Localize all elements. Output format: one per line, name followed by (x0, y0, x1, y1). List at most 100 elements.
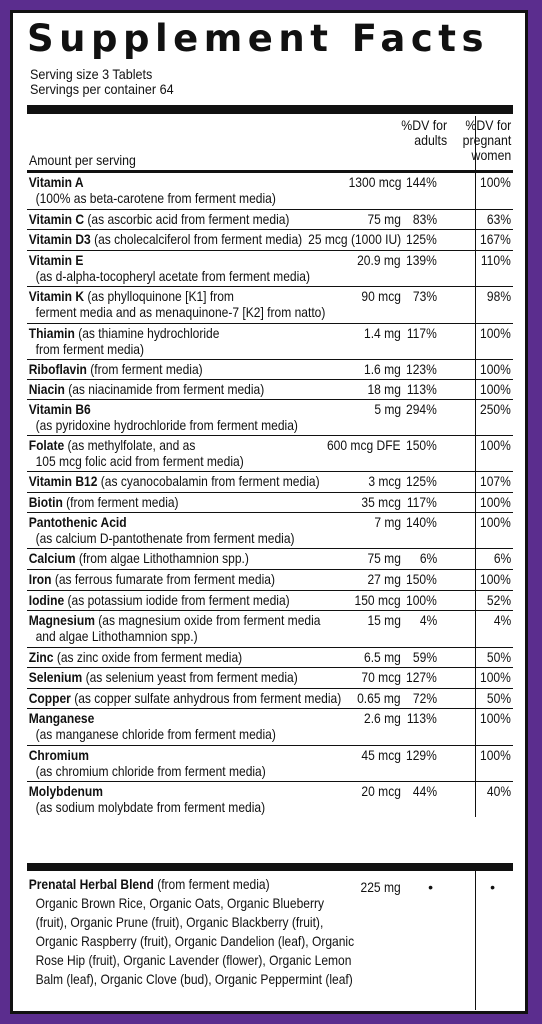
dv-pregnant-value: 100% (480, 669, 511, 685)
dv-adults-value: 150% (406, 437, 437, 453)
dv-pregnant-value: 100% (480, 494, 511, 510)
dv-adults-value: 294% (406, 401, 437, 417)
nutrient-source: (as ferrous fumarate from ferment media) (51, 571, 275, 587)
panel-title: Supplement Facts (27, 17, 490, 60)
nutrient-row: Zinc (as zinc oxide from ferment media) 6… (27, 647, 513, 667)
nutrient-source: (as pyridoxine hydrochloride from fermen… (35, 417, 298, 433)
blend-ingredient-line: Balm (leaf), Organic Clove (bud), Organi… (35, 971, 353, 987)
nutrient-amount: 6.5 mg (364, 649, 401, 665)
nutrient-source: ferment media and as menaquinone-7 [K2] … (35, 304, 326, 320)
column-divider (475, 746, 476, 781)
nutrient-amount: 70 mcg (361, 669, 401, 685)
nutrient-name: Vitamin B6 (28, 401, 91, 417)
nutrient-name: Magnesium (28, 612, 95, 628)
nutrient-name: Vitamin B12 (28, 473, 98, 489)
nutrient-name: Thiamin (28, 325, 75, 341)
column-divider (475, 513, 476, 548)
column-divider (475, 251, 476, 286)
nutrient-source: (from ferment media) (86, 361, 203, 377)
herbal-blend: Prenatal Herbal Blend (from ferment medi… (27, 867, 513, 1010)
dv-adults-value: 125% (406, 231, 437, 247)
nutrient-row: Copper (as copper sulfate anhydrous from… (27, 688, 513, 708)
column-divider (475, 648, 476, 667)
column-divider (475, 668, 476, 688)
blend-dv-adults: • (428, 879, 433, 895)
dv-pregnant-value: 100% (480, 710, 511, 726)
nutrient-amount: 2.6 mg (364, 710, 401, 726)
nutrient-source: (as magnesium oxide from ferment media (94, 612, 321, 628)
dv-adults-value: 117% (407, 494, 437, 510)
nutrient-row: Chromium (as chromium chloride from ferme… (27, 745, 513, 781)
nutrient-source: (as manganese chloride from ferment medi… (35, 726, 276, 742)
dv-adults-value: 4% (419, 612, 437, 628)
column-divider (475, 611, 476, 647)
nutrient-amount: 150 mcg (354, 592, 401, 608)
nutrient-source: (as cholecalciferol from ferment media) (90, 231, 303, 247)
dv-adults-value: 123% (406, 361, 437, 377)
nutrient-name: Pantothenic Acid (28, 514, 127, 530)
nutrient-source: (as sodium molybdate from ferment media) (35, 799, 266, 815)
dv-pregnant-value: 100% (480, 361, 511, 377)
column-divider (475, 591, 476, 610)
blend-ingredient-line: Organic Brown Rice, Organic Oats, Organi… (35, 895, 325, 911)
supplement-facts-panel: Supplement Facts Serving size 3 Tablets … (10, 10, 528, 1014)
nutrient-source: and algae Lithothamnion spp.) (35, 628, 198, 644)
column-divider (475, 400, 476, 435)
nutrient-name: Riboflavin (28, 361, 87, 377)
column-divider (475, 782, 476, 817)
blend-ingredient-line: Rose Hip (fruit), Organic Lavender (flow… (35, 952, 352, 968)
nutrient-source: (as selenium yeast from ferment media) (82, 669, 298, 685)
nutrient-amount: 5 mg (374, 401, 401, 417)
dv-pregnant-value: 6% (493, 550, 511, 566)
nutrient-name: Molybdenum (28, 783, 103, 799)
column-divider (475, 324, 476, 359)
nutrient-name: Vitamin E (28, 252, 84, 268)
blend-ingredient-line: (fruit), Organic Prune (fruit), Organic … (35, 914, 324, 930)
dv-adults-value: 140% (406, 514, 437, 530)
dv-pregnant-value: 167% (480, 231, 511, 247)
nutrient-name: Iodine (28, 592, 65, 608)
nutrient-amount: 25 mcg (1000 IU) (307, 231, 401, 247)
nutrient-amount: 15 mg (367, 612, 401, 628)
nutrient-name: Folate (28, 437, 65, 453)
blend-name: Prenatal Herbal Blend (28, 876, 154, 892)
nutrient-amount: 27 mg (367, 571, 401, 587)
nutrient-source: (as potassium iodide from ferment media) (64, 592, 290, 608)
dv-pregnant-value: 100% (480, 381, 511, 397)
nutrient-amount: 600 mcg DFE (327, 437, 401, 453)
dv-adults-value: 129% (406, 747, 437, 763)
nutrient-name: Vitamin C (28, 211, 85, 227)
nutrient-row: Thiamin (as thiamine hydrochloride from f… (27, 323, 513, 359)
column-divider (475, 360, 476, 379)
dv-adults-value: 59% (412, 649, 437, 665)
nutrient-row: Vitamin K (as phylloquinone [K1] from fer… (27, 286, 513, 323)
serving-size: Serving size 3 Tablets (30, 66, 153, 82)
amount-per-serving-label: Amount per serving (29, 152, 136, 168)
nutrient-amount: 1.4 mg (364, 325, 401, 341)
nutrient-name: Copper (28, 690, 71, 706)
nutrient-row: Iodine (as potassium iodide from ferment… (27, 590, 513, 610)
nutrient-name: Vitamin A (28, 174, 84, 190)
dv-adults-value: 125% (406, 473, 437, 489)
dv-adults-value: 144% (406, 174, 437, 190)
nutrient-row: Pantothenic Acid (as calcium D-pantothena… (27, 512, 513, 548)
nutrient-name: Chromium (28, 747, 89, 763)
column-divider (475, 210, 476, 229)
column-divider (475, 709, 476, 745)
nutrient-amount: 1300 mcg (348, 174, 401, 190)
nutrient-source: (as ascorbic acid from ferment media) (84, 211, 290, 227)
nutrient-amount: 90 mcg (361, 288, 401, 304)
column-divider (475, 230, 476, 250)
nutrient-amount: 7 mg (374, 514, 401, 530)
servings-per-container: Servings per container 64 (30, 81, 174, 97)
nutrient-source: (as phylloquinone [K1] from (84, 288, 234, 304)
nutrient-amount: 20.9 mg (357, 252, 401, 268)
dv-pregnant-value: 50% (486, 690, 511, 706)
dv-pregnant-value: 100% (480, 437, 511, 453)
nutrient-row: Vitamin D3 (as cholecalciferol from ferm… (27, 229, 513, 250)
nutrient-source: from ferment media) (35, 341, 145, 357)
nutrient-source: (as niacinamide from ferment media) (64, 381, 265, 397)
dv-pregnant-value: 100% (480, 514, 511, 530)
dv-pregnant-value: 52% (486, 592, 511, 608)
nutrient-amount: 35 mcg (361, 494, 401, 510)
